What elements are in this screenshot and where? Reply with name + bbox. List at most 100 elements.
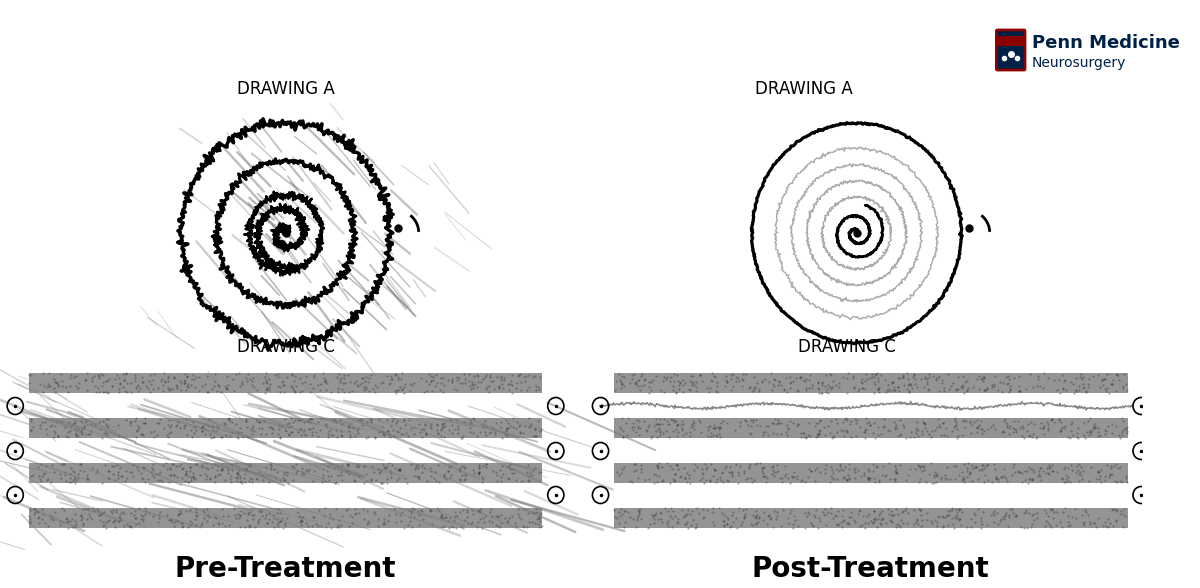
Point [371, 478, 390, 487]
Point [97, 376, 116, 386]
Point [420, 422, 439, 431]
Point [755, 427, 774, 437]
Point [1111, 507, 1130, 516]
Point [364, 385, 383, 394]
Point [73, 519, 92, 528]
Point [104, 470, 124, 479]
Point [275, 380, 294, 389]
Point [893, 420, 912, 430]
Point [972, 425, 991, 434]
Point [445, 385, 464, 394]
Point [919, 373, 938, 382]
Point [384, 505, 403, 514]
Point [845, 383, 864, 393]
Point [66, 431, 85, 440]
Point [1016, 385, 1036, 394]
Point [1080, 430, 1099, 440]
Point [736, 511, 755, 520]
Point [187, 511, 206, 520]
Point [640, 377, 659, 386]
Point [78, 429, 97, 439]
Point [179, 382, 198, 392]
Point [925, 470, 944, 480]
Point [475, 512, 494, 521]
Point [869, 384, 888, 393]
Point [878, 426, 898, 435]
Point [348, 461, 367, 470]
Point [398, 432, 418, 441]
Point [996, 473, 1015, 483]
Point [422, 519, 442, 528]
Point [116, 369, 136, 378]
Point [799, 383, 818, 393]
Point [470, 427, 490, 436]
Point [90, 510, 109, 519]
Bar [614, 463, 1128, 483]
Point [1067, 462, 1086, 471]
Point [856, 427, 875, 437]
Point [834, 426, 853, 436]
Point [968, 415, 988, 425]
Point [233, 478, 252, 487]
Point [644, 510, 664, 520]
Point [956, 416, 976, 425]
Point [58, 513, 77, 523]
Point [958, 386, 977, 395]
Point [19, 371, 38, 380]
Point [894, 506, 913, 516]
Point [42, 477, 61, 487]
Point [746, 513, 766, 523]
Point [461, 423, 480, 432]
Point [764, 465, 784, 475]
Point [406, 460, 425, 470]
Point [84, 506, 103, 516]
Point [692, 468, 712, 477]
Point [706, 466, 725, 475]
Point [402, 380, 421, 389]
Point [769, 377, 788, 387]
Point [172, 518, 191, 527]
Point [244, 382, 263, 391]
Point [176, 386, 196, 395]
Point [748, 510, 767, 520]
Point [330, 415, 349, 425]
Point [34, 369, 53, 378]
Point [420, 379, 439, 388]
Point [108, 473, 127, 482]
Point [1072, 470, 1091, 479]
Point [247, 474, 266, 483]
Point [721, 462, 740, 471]
Point [469, 506, 488, 515]
Point [71, 466, 90, 475]
Point [768, 415, 787, 425]
Point [680, 478, 700, 487]
Point [988, 508, 1007, 517]
Point [89, 372, 108, 381]
Point [164, 521, 184, 530]
Point [856, 425, 875, 434]
Point [488, 522, 508, 531]
Point [1007, 510, 1026, 519]
Point [686, 382, 706, 392]
Point [34, 509, 53, 519]
Point [800, 376, 820, 385]
Point [215, 418, 234, 427]
Point [1016, 507, 1036, 517]
Point [1106, 387, 1126, 396]
Point [960, 469, 979, 479]
Point [172, 378, 191, 387]
Point [133, 462, 152, 472]
Point [104, 522, 124, 532]
Point [266, 473, 286, 483]
Point [922, 516, 941, 525]
Point [390, 466, 409, 475]
Point [860, 417, 880, 427]
Point [1117, 422, 1136, 432]
Point [72, 430, 91, 439]
Point [907, 423, 926, 433]
Point [469, 460, 488, 470]
Point [848, 509, 868, 519]
Point [148, 517, 167, 526]
Point [236, 373, 256, 382]
Point [396, 421, 415, 430]
